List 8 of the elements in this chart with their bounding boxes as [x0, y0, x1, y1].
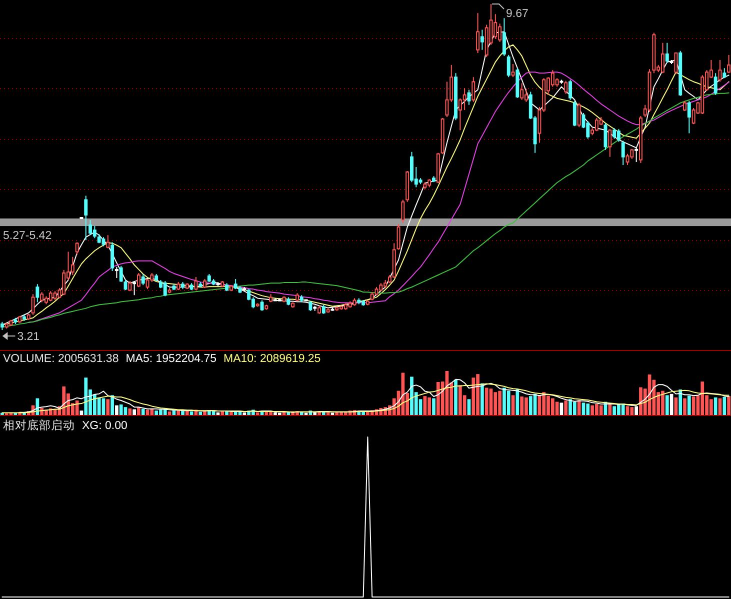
text: XG: 0.00 — [82, 420, 128, 432]
chart-title: VOLUME: 2005631.38 — [3, 353, 119, 365]
band-label: 5.27-5.42 — [3, 230, 52, 242]
text: MA5: 1952204.75 — [126, 353, 217, 365]
text: MA10: 2089619.25 — [224, 353, 321, 365]
chart-title: 相对底部启动 — [3, 418, 75, 432]
annotation: 9.67 — [506, 8, 528, 20]
text: 3.21 — [17, 331, 40, 343]
